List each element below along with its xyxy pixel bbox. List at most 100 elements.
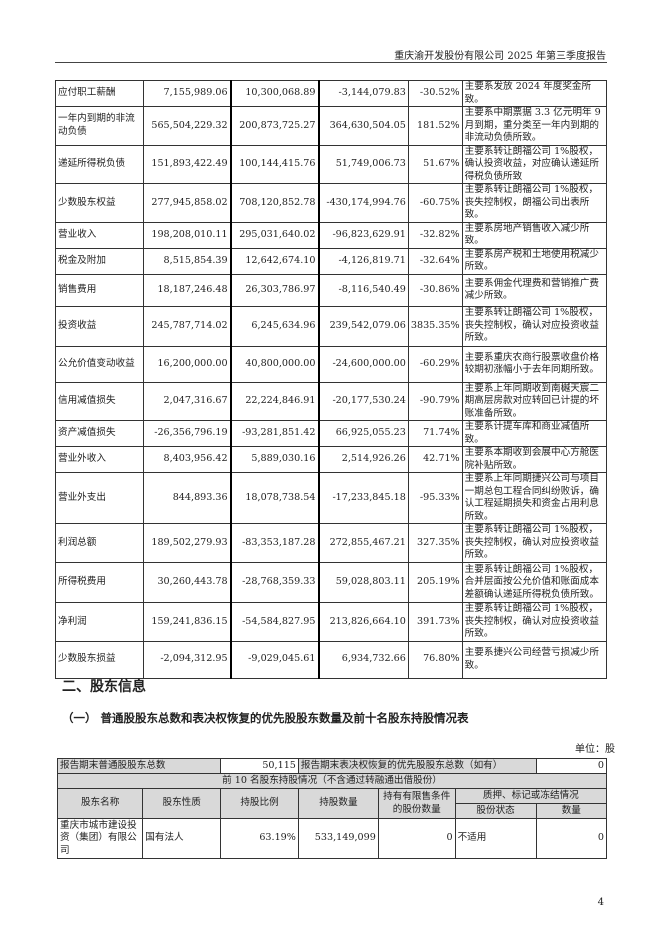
cell-change: 364,630,504.05 bbox=[318, 106, 409, 146]
cell-change: -96,823,629.91 bbox=[318, 221, 409, 249]
cell-change-pct: 3835.35% bbox=[407, 305, 463, 347]
cell-reason: 主要系发放 2024 年度奖金所致。 bbox=[461, 80, 608, 107]
cell-item: 营业收入 bbox=[54, 221, 145, 249]
table-row: 营业外支出 844,893.36 18,078,738.54 -17,233,845.… bbox=[54, 472, 608, 524]
table-row: 应付职工薪酬 7,155,989.06 10,300,068.89 -3,144,07… bbox=[54, 80, 608, 107]
cell-change-pct: 42.71% bbox=[407, 446, 463, 473]
cell-current: 16,200,000.00 bbox=[143, 345, 232, 383]
table-row: 投资收益 245,787,714.02 6,245,634.96 239,542,07… bbox=[54, 305, 608, 347]
cell-item: 少数股东权益 bbox=[54, 183, 145, 223]
cell-current: 8,403,956.42 bbox=[143, 446, 232, 473]
cell-change: 213,826,664.10 bbox=[318, 602, 409, 642]
table-row: 税金及附加 8,515,854.39 12,642,674.10 -4,126,819… bbox=[54, 247, 608, 275]
header-restricted: 持有有限售条件的股份数量 bbox=[377, 788, 456, 819]
cell-previous: 200,873,725.27 bbox=[230, 106, 320, 146]
cell-change: -24,600,000.00 bbox=[318, 345, 409, 383]
page-header: 重庆渝开发股份有限公司 2025 年第三季度报告 bbox=[394, 51, 606, 62]
cell-change-pct: -95.33% bbox=[407, 472, 463, 524]
header-ratio: 持股比例 bbox=[220, 788, 299, 819]
cell-item: 利润总额 bbox=[54, 523, 145, 563]
pref-value: 0 bbox=[535, 758, 608, 774]
table-row: 递延所得税负债 151,893,422.49 100,144,415.76 51,74… bbox=[54, 144, 608, 184]
cell-previous: -54,584,827.95 bbox=[230, 602, 320, 642]
cell-previous: -28,768,359.33 bbox=[230, 562, 320, 603]
shareholder-ratio: 63.19% bbox=[220, 818, 299, 859]
cell-previous: -9,029,045.61 bbox=[230, 640, 320, 679]
shareholder-qty: 0 bbox=[535, 818, 608, 859]
top10-caption: 前 10 名股东持股情况（不含通过转融通出借股份） bbox=[57, 773, 607, 789]
header-count: 持股数量 bbox=[297, 788, 379, 819]
cell-reason: 主要系转让朗福公司 1%股权，丧失控制权，确认对应投资收益所致。 bbox=[461, 305, 608, 347]
table-row: 所得税费用 30,260,443.78 -28,768,359.33 59,028,8… bbox=[54, 562, 608, 603]
cell-reason: 主要系计提车库和商业减值所致。 bbox=[461, 420, 608, 447]
cell-item: 少数股东损益 bbox=[54, 640, 145, 679]
cell-reason: 主要系转让朗福公司 1%股权，丧失控制权，朗福公司出表所致。 bbox=[461, 183, 608, 223]
cell-current: 198,208,010.11 bbox=[143, 221, 232, 249]
cell-item: 所得税费用 bbox=[54, 562, 145, 603]
unit-label: 单位：股 bbox=[575, 744, 615, 755]
table-row: 资产减值损失 -26,356,796.19 -93,281,851.42 66,925… bbox=[54, 420, 608, 447]
cell-change: -20,177,530.24 bbox=[318, 381, 409, 421]
cell-item: 资产减值损失 bbox=[54, 420, 145, 447]
header-qty: 数量 bbox=[535, 803, 608, 819]
cell-change: 59,028,803.11 bbox=[318, 562, 409, 603]
section-title: 二、股东信息 bbox=[62, 679, 146, 695]
table-row: 重庆市城市建设投资（集团）有限公司 国有法人 63.19% 533,149,09… bbox=[56, 818, 608, 859]
cell-item: 净利润 bbox=[54, 602, 145, 642]
shareholder-table: 报告期末普通股股东总数 50,115 报告期末表决权恢复的优先股股东总数（如有）… bbox=[56, 758, 608, 859]
cell-change: -4,126,819.71 bbox=[318, 247, 409, 275]
cell-previous: 100,144,415.76 bbox=[230, 144, 320, 184]
cell-change: 51,749,006.73 bbox=[318, 144, 409, 184]
cell-previous: 12,642,674.10 bbox=[230, 247, 320, 275]
cell-reason: 主要系捷兴公司经营亏损减少所致。 bbox=[461, 640, 608, 679]
cell-reason: 主要系上年同期收到南樾天宸二期高层房款对应转回已计提的坏账准备所致。 bbox=[461, 381, 608, 421]
cell-previous: -93,281,851.42 bbox=[230, 420, 320, 447]
cell-change: -3,144,079.83 bbox=[318, 80, 409, 107]
table-row: 利润总额 189,502,279.93 -83,353,187.28 272,855,… bbox=[54, 523, 608, 563]
cell-reason: 主要系上年同期捷兴公司与项目一期总包工程合同纠纷败诉，确认工程延期损失和资金占用… bbox=[461, 472, 608, 524]
cell-current: 277,945,858.02 bbox=[143, 183, 232, 223]
cell-previous: 6,245,634.96 bbox=[230, 305, 320, 347]
cell-previous: 5,889,030.16 bbox=[230, 446, 320, 473]
shareholder-restricted: 0 bbox=[377, 818, 456, 859]
table-row: 销售费用 18,187,246.48 26,303,786.97 -8,116,540… bbox=[54, 273, 608, 307]
cell-previous: 295,031,640.02 bbox=[230, 221, 320, 249]
cell-current: 159,241,836.15 bbox=[143, 602, 232, 642]
cell-change-pct: -32.64% bbox=[407, 247, 463, 275]
cell-current: 189,502,279.93 bbox=[143, 523, 232, 563]
cell-change-pct: -90.79% bbox=[407, 381, 463, 421]
cell-reason: 主要系本期收到会展中心方舱医院补贴所致。 bbox=[461, 446, 608, 473]
table-row: 一年内到期的非流动负债 565,504,229.32 200,873,725.27 3… bbox=[54, 106, 608, 146]
table-row: 少数股东损益 -2,094,312.95 -9,029,045.61 6,934,73… bbox=[54, 640, 608, 679]
cell-change-pct: -32.82% bbox=[407, 221, 463, 249]
cell-reason: 主要系佣金代理费和营销推广费减少所致。 bbox=[461, 273, 608, 307]
cell-current: 844,893.36 bbox=[143, 472, 232, 524]
cell-change-pct: 391.73% bbox=[407, 602, 463, 642]
cell-reason: 主要系房地产销售收入减少所致。 bbox=[461, 221, 608, 249]
cell-item: 递延所得税负债 bbox=[54, 144, 145, 184]
total-label: 报告期末普通股股东总数 bbox=[56, 758, 222, 774]
subsection-title: （一） 普通股股东总数和表决权恢复的优先股股东数量及前十名股东持股情况表 bbox=[62, 711, 469, 725]
cell-change-pct: 205.19% bbox=[407, 562, 463, 603]
cell-change-pct: -60.29% bbox=[407, 345, 463, 383]
table-row: 净利润 159,241,836.15 -54,584,827.95 213,826,6… bbox=[54, 602, 608, 642]
pref-label: 报告期末表决权恢复的优先股股东总数（如有） bbox=[297, 758, 537, 774]
table-row: 营业外收入 8,403,956.42 5,889,030.16 2,514,926.2… bbox=[54, 446, 608, 473]
cell-change-pct: 327.35% bbox=[407, 523, 463, 563]
cell-reason: 主要系房产税和土地使用税减少所致。 bbox=[461, 247, 608, 275]
cell-previous: 10,300,068.89 bbox=[230, 80, 320, 107]
cell-item: 投资收益 bbox=[54, 305, 145, 347]
cell-change: -8,116,540.49 bbox=[318, 273, 409, 307]
cell-reason: 主要系转让朗福公司 1%股权，丧失控制权，确认对应投资收益所致。 bbox=[461, 523, 608, 563]
cell-change: 66,925,055.23 bbox=[318, 420, 409, 447]
header-rule bbox=[55, 62, 607, 63]
cell-reason: 主要系转让朗福公司 1%股权，确认投资收益，对应确认递延所得税负债所致 bbox=[461, 144, 608, 184]
header-name: 股东名称 bbox=[56, 788, 144, 819]
shareholder-count: 533,149,099 bbox=[297, 818, 379, 859]
cell-current: 7,155,989.06 bbox=[143, 80, 232, 107]
cell-change: 272,855,467.21 bbox=[318, 523, 409, 563]
cell-change-pct: -30.52% bbox=[407, 80, 463, 107]
cell-change-pct: 51.67% bbox=[407, 144, 463, 184]
cell-item: 公允价值变动收益 bbox=[54, 345, 145, 383]
total-row: 报告期末普通股股东总数 50,115 报告期末表决权恢复的优先股股东总数（如有）… bbox=[56, 758, 608, 774]
